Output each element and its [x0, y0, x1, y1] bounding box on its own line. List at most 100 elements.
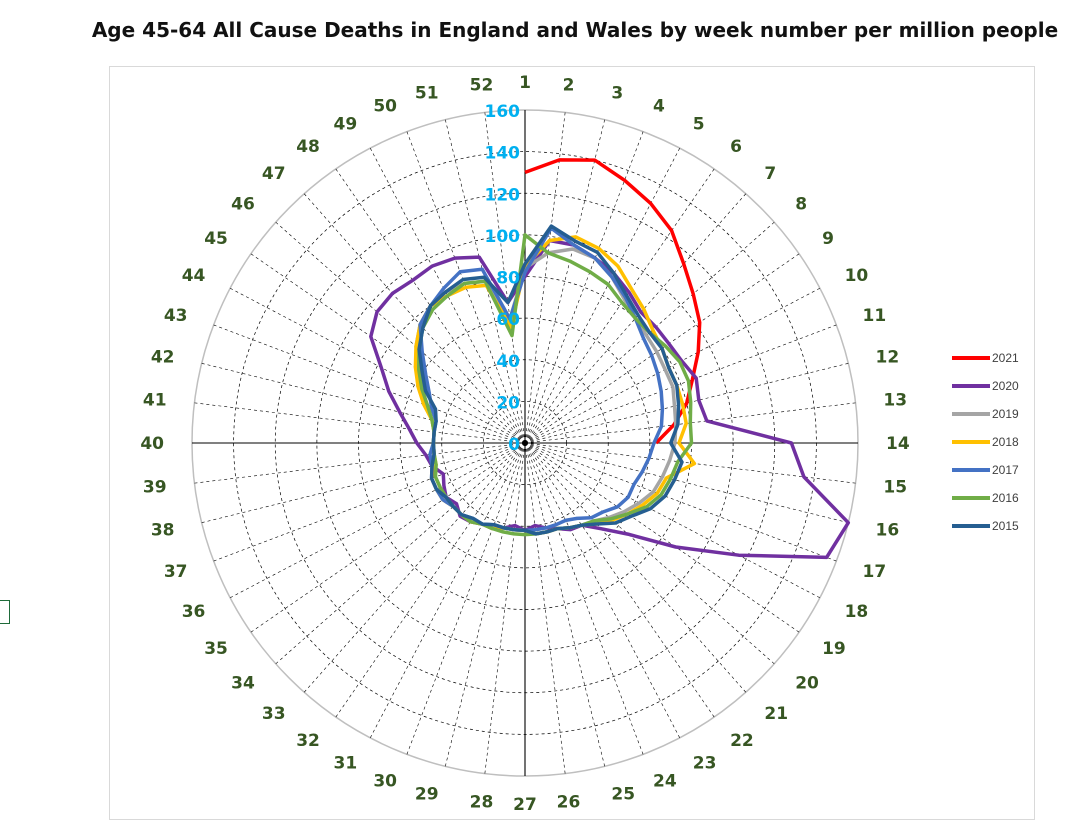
- spoke-week-34: [275, 442, 526, 665]
- spoke-week-42: [201, 363, 526, 444]
- spoke-week-46: [275, 221, 526, 444]
- week-label-37: 37: [164, 562, 188, 582]
- radial-tick-40: 40: [496, 352, 520, 372]
- spoke-week-21: [524, 442, 747, 693]
- spoke-week-18: [524, 442, 820, 599]
- legend-label-2018: 2018: [992, 435, 1019, 449]
- spoke-week-49: [369, 148, 526, 444]
- week-label-51: 51: [415, 84, 439, 104]
- week-label-23: 23: [693, 754, 717, 774]
- spoke-week-48: [335, 168, 526, 444]
- radial-tick-140: 140: [485, 144, 521, 164]
- legend-label-2020: 2020: [992, 379, 1019, 393]
- spoke-week-7: [524, 193, 747, 444]
- week-label-42: 42: [151, 348, 175, 368]
- week-label-34: 34: [231, 673, 255, 693]
- week-label-26: 26: [557, 792, 581, 812]
- spoke-week-15: [524, 442, 856, 484]
- week-labels: 1 2 34567891011121314151617181920212223242…: [140, 73, 910, 815]
- spoke-week-52: [484, 112, 526, 444]
- week-label-12: 12: [876, 348, 900, 368]
- grid-layer: [191, 109, 859, 777]
- week-label-39: 39: [143, 478, 167, 498]
- spoke-week-26: [524, 442, 566, 774]
- week-label-31: 31: [334, 754, 358, 774]
- radial-tick-0: 0: [508, 435, 520, 455]
- spoke-week-38: [201, 442, 526, 523]
- spoke-week-9: [524, 253, 800, 444]
- week-label-18: 18: [845, 602, 869, 622]
- spoke-week-20: [524, 442, 775, 665]
- spoke-week-43: [213, 324, 526, 444]
- week-label-15: 15: [883, 478, 907, 498]
- radial-tick-80: 80: [496, 269, 520, 289]
- radial-tick-160: 160: [485, 102, 521, 122]
- spoke-week-24: [524, 442, 644, 755]
- spoke-week-41: [194, 402, 526, 444]
- spoke-week-33: [303, 442, 526, 693]
- week-label-50: 50: [373, 97, 397, 117]
- legend-label-2019: 2019: [992, 407, 1019, 421]
- week-label-25: 25: [611, 785, 635, 805]
- week-label-33: 33: [262, 704, 286, 724]
- week-label-1: 1: [519, 73, 531, 93]
- spoke-week-37: [213, 442, 526, 562]
- week-label-46: 46: [231, 195, 255, 215]
- legend-label-2016: 2016: [992, 491, 1019, 505]
- spoke-week-10: [524, 287, 820, 444]
- week-label-35: 35: [204, 639, 228, 659]
- week-label-52: 52: [470, 76, 494, 96]
- week-label-2: 2: [563, 76, 575, 96]
- radial-tick-20: 20: [496, 393, 520, 413]
- week-label-41: 41: [143, 391, 167, 411]
- week-label-10: 10: [845, 266, 869, 286]
- legend-label-2017: 2017: [992, 463, 1019, 477]
- spoke-week-32: [335, 442, 526, 718]
- spoke-week-17: [524, 442, 837, 562]
- week-label-28: 28: [470, 792, 494, 812]
- series-line-2016: [417, 233, 694, 537]
- week-label-20: 20: [795, 673, 819, 693]
- week-label-11: 11: [863, 306, 887, 326]
- spoke-week-12: [524, 363, 849, 444]
- spoke-week-36: [230, 442, 526, 599]
- spoke-week-45: [250, 253, 526, 444]
- radial-tick-60: 60: [496, 310, 520, 330]
- week-label-4: 4: [653, 97, 665, 117]
- week-label-16: 16: [876, 520, 900, 540]
- week-label-13: 13: [883, 391, 907, 411]
- spoke-week-29: [445, 442, 526, 767]
- week-label-5: 5: [693, 114, 705, 134]
- spoke-week-47: [303, 193, 526, 444]
- week-label-17: 17: [863, 562, 887, 582]
- week-label-47: 47: [262, 164, 286, 184]
- week-label-45: 45: [204, 229, 228, 249]
- spoke-week-50: [406, 131, 526, 444]
- week-label-9: 9: [822, 229, 834, 249]
- spoke-week-2: [524, 112, 566, 444]
- spoke-week-5: [524, 148, 681, 444]
- legend: 2021 2020 2019 2018 2017 2016 2015: [952, 351, 1019, 533]
- spoke-week-4: [524, 131, 644, 444]
- week-label-27: 27: [513, 795, 537, 815]
- spoke-week-35: [250, 442, 526, 633]
- week-label-49: 49: [334, 114, 358, 134]
- spoke-week-13: [524, 402, 856, 444]
- week-label-40: 40: [140, 434, 164, 454]
- selection-handle-marker: [0, 600, 10, 624]
- week-label-24: 24: [653, 772, 677, 792]
- week-label-19: 19: [822, 639, 846, 659]
- spoke-week-19: [524, 442, 800, 633]
- week-label-32: 32: [296, 731, 320, 751]
- radial-tick-120: 120: [485, 185, 521, 205]
- chart-title: Age 45-64 All Cause Deaths in England an…: [91, 18, 1059, 42]
- legend-label-2021: 2021: [992, 351, 1019, 365]
- spoke-week-8: [524, 221, 775, 444]
- radial-tick-labels: 0 20 40 60 80 100 120 140 160: [485, 102, 521, 455]
- spoke-week-23: [524, 442, 681, 738]
- spoke-week-6: [524, 168, 715, 444]
- week-label-38: 38: [151, 520, 175, 540]
- series-line-2018: [413, 235, 697, 536]
- week-label-30: 30: [373, 772, 397, 792]
